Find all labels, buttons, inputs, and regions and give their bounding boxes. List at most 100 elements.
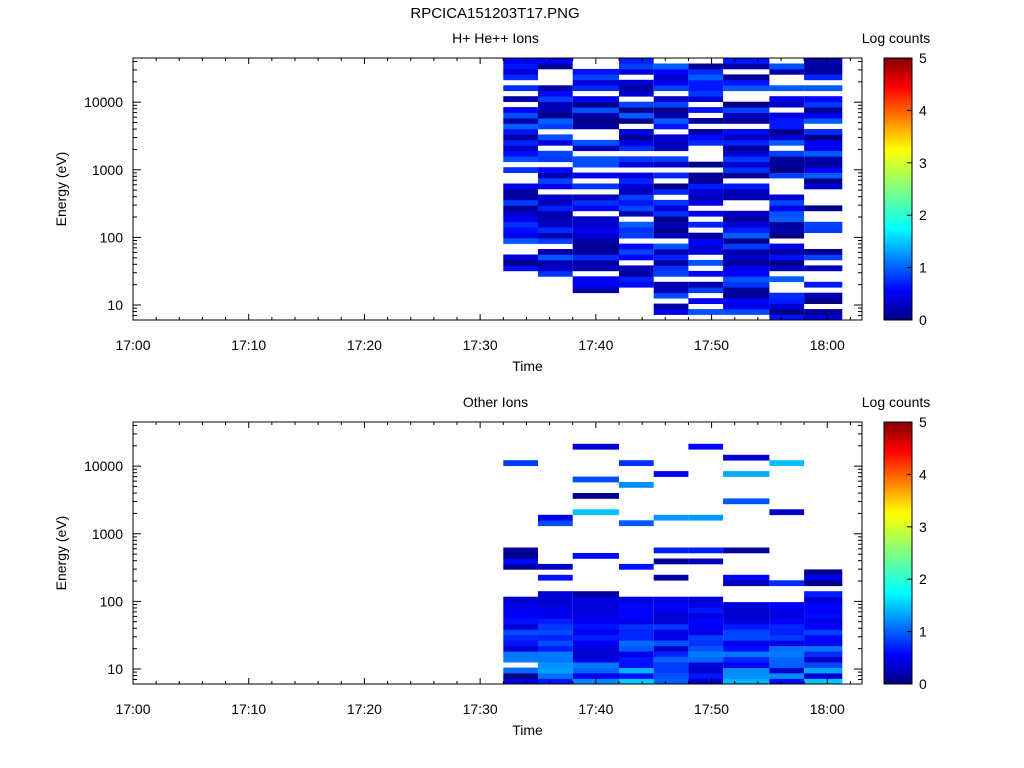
heatmap-cell xyxy=(538,90,573,97)
heatmap-cell xyxy=(572,205,619,212)
heatmap-cell xyxy=(572,107,619,113)
plot-frame xyxy=(132,57,863,321)
x-tick-label: 17:20 xyxy=(347,337,382,353)
heatmap-cell xyxy=(538,123,573,130)
heatmap-cell xyxy=(653,63,689,70)
heatmap-cell xyxy=(572,624,619,630)
heatmap-cell xyxy=(503,678,538,685)
heatmap-cell xyxy=(688,298,724,304)
heatmap-cell xyxy=(723,673,770,679)
heatmap-cell xyxy=(538,249,573,255)
heatmap-cell xyxy=(538,150,573,157)
heatmap-cell xyxy=(769,167,805,173)
heatmap-cell xyxy=(572,276,619,283)
heatmap-cell xyxy=(619,651,654,658)
y-tick-label: 10000 xyxy=(84,458,123,474)
heatmap-cell xyxy=(804,569,843,576)
heatmap-cell xyxy=(769,199,805,206)
heatmap-cell xyxy=(688,629,724,636)
heatmap-cell xyxy=(572,79,619,86)
colorbar-tick-label: 5 xyxy=(919,50,927,66)
heatmap-cell xyxy=(503,265,538,272)
heatmap-cell xyxy=(723,454,770,461)
heatmap-cell xyxy=(538,520,573,527)
heatmap-cell xyxy=(804,298,843,304)
heatmap-cell xyxy=(503,227,538,233)
heatmap-cell xyxy=(619,134,654,141)
heatmap-cell xyxy=(804,309,843,315)
heatmap-cell xyxy=(769,460,805,466)
heatmap-cell xyxy=(619,673,654,679)
heatmap-cell xyxy=(769,112,805,119)
heatmap-cell xyxy=(723,629,770,636)
heatmap-cell xyxy=(769,249,805,255)
heatmap-cell xyxy=(619,662,654,668)
heatmap-cell xyxy=(688,96,724,102)
heatmap-cell xyxy=(503,563,538,570)
heatmap-cell xyxy=(653,260,689,266)
heatmap-cell xyxy=(769,243,805,250)
heatmap-cell xyxy=(572,651,619,658)
colorbar-tick-label: 3 xyxy=(919,155,927,171)
heatmap-cell xyxy=(572,265,619,272)
heatmap-cell xyxy=(572,618,619,625)
heatmap-cell xyxy=(769,602,805,608)
heatmap-cell xyxy=(653,602,689,608)
heatmap-cell xyxy=(653,645,689,652)
heatmap-cell xyxy=(503,216,538,223)
heatmap-cell xyxy=(723,183,770,190)
heatmap-cell xyxy=(769,613,805,619)
heatmap-cell xyxy=(769,172,805,179)
heatmap-cell xyxy=(723,678,770,685)
heatmap-cell xyxy=(653,287,689,294)
heatmap-cell xyxy=(619,199,654,206)
heatmap-cell xyxy=(653,210,689,217)
heatmap-cell xyxy=(538,602,573,608)
heatmap-cell xyxy=(769,205,805,212)
heatmap-cell xyxy=(538,232,573,239)
heatmap-cells xyxy=(503,58,843,321)
plot-frame xyxy=(132,421,863,685)
heatmap-cell xyxy=(688,183,724,190)
heatmap-cell xyxy=(619,139,654,146)
heatmap-cell xyxy=(619,563,654,570)
heatmap-cell xyxy=(538,613,573,619)
heatmap-cell xyxy=(653,673,689,679)
heatmap-cell xyxy=(723,189,770,195)
heatmap-cell xyxy=(503,624,538,630)
heatmap-cell xyxy=(653,574,689,581)
y-tick-label: 1000 xyxy=(92,526,123,542)
heatmap-cell xyxy=(538,270,573,277)
heatmap-cell xyxy=(619,68,654,75)
colorbar-tick-label: 3 xyxy=(919,519,927,535)
heatmap-cell xyxy=(688,640,724,647)
heatmap-cell xyxy=(804,156,843,163)
colorbar-tick-label: 4 xyxy=(919,102,927,118)
heatmap-cell xyxy=(723,634,770,641)
colorbar-label: Log counts xyxy=(862,30,931,46)
heatmap-cell xyxy=(688,194,724,201)
heatmap-cell xyxy=(538,139,573,146)
heatmap-cell xyxy=(503,232,538,239)
x-axis-label: Time xyxy=(512,358,543,374)
heatmap-cell xyxy=(688,514,724,521)
heatmap-cell xyxy=(538,221,573,228)
heatmap-cell xyxy=(619,243,654,250)
heatmap-cell xyxy=(538,618,573,625)
heatmap-cell xyxy=(653,243,689,250)
heatmap-cell xyxy=(538,260,573,266)
heatmap-cell xyxy=(503,96,538,102)
heatmap-cell xyxy=(538,210,573,217)
heatmap-cell xyxy=(653,618,689,625)
heatmap-cell xyxy=(538,656,573,663)
heatmap-cell xyxy=(723,298,770,304)
heatmap-cell xyxy=(503,260,538,266)
heatmap-cell xyxy=(769,68,805,75)
heatmap-cell xyxy=(653,101,689,108)
heatmap-cell xyxy=(653,74,689,81)
heatmap-cell xyxy=(769,276,805,283)
heatmap-cell xyxy=(804,96,843,102)
heatmap-cell xyxy=(538,134,573,141)
heatmap-cell xyxy=(653,662,689,668)
heatmap-cell xyxy=(688,624,724,630)
